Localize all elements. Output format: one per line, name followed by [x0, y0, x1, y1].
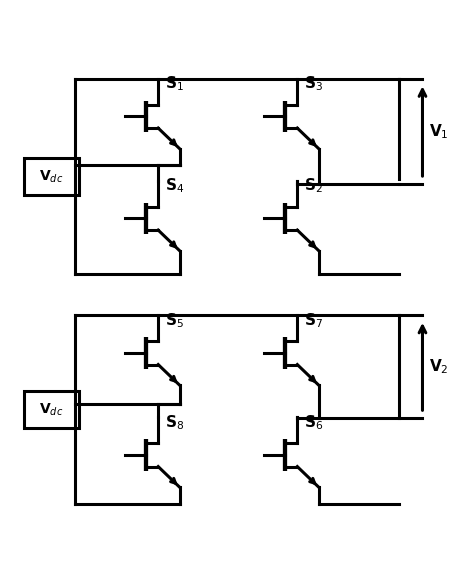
Text: S$_6$: S$_6$: [304, 413, 323, 432]
Text: S$_8$: S$_8$: [165, 413, 184, 432]
FancyBboxPatch shape: [24, 391, 79, 428]
Text: S$_1$: S$_1$: [165, 75, 184, 93]
Text: S$_2$: S$_2$: [304, 176, 323, 195]
Text: V$_1$: V$_1$: [429, 122, 449, 140]
Text: S$_5$: S$_5$: [165, 311, 184, 330]
Text: V$_{dc}$: V$_{dc}$: [39, 168, 64, 185]
FancyBboxPatch shape: [24, 158, 79, 195]
Text: S$_7$: S$_7$: [304, 311, 323, 330]
Text: S$_4$: S$_4$: [165, 176, 184, 195]
Text: V$_{dc}$: V$_{dc}$: [39, 401, 64, 418]
Text: S$_3$: S$_3$: [304, 75, 323, 93]
Text: V$_2$: V$_2$: [429, 357, 449, 376]
